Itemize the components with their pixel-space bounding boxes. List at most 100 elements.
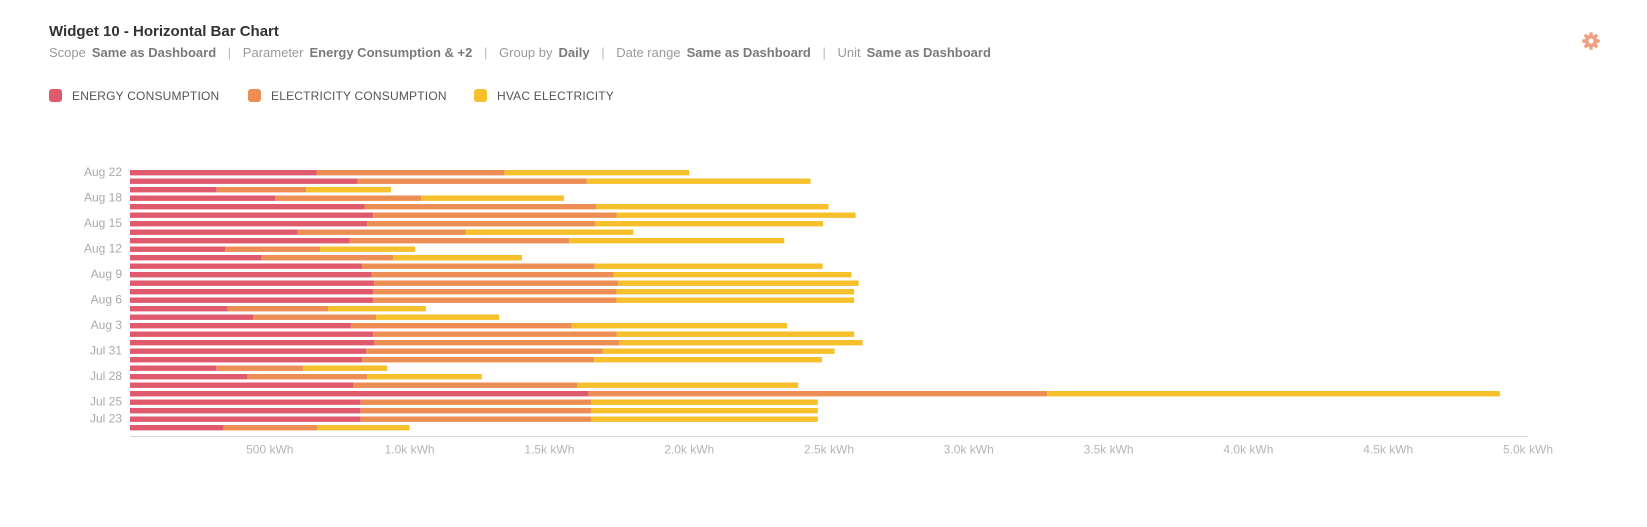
- bar-energy-consumption[interactable]: [130, 297, 374, 303]
- bar-energy-consumption[interactable]: [130, 314, 254, 320]
- unit-value: Same as Dashboard: [866, 45, 991, 60]
- bar-electricity-consumption[interactable]: [373, 297, 617, 303]
- bar-electricity-consumption[interactable]: [216, 187, 307, 193]
- bar-electricity-consumption[interactable]: [360, 399, 592, 405]
- bar-hvac-electricity[interactable]: [594, 263, 823, 269]
- bar-hvac-electricity[interactable]: [616, 289, 855, 295]
- bar-electricity-consumption[interactable]: [297, 229, 466, 235]
- bar-electricity-consumption[interactable]: [223, 425, 318, 431]
- bar-hvac-electricity[interactable]: [591, 408, 818, 414]
- bar-hvac-electricity[interactable]: [1047, 391, 1501, 397]
- bar-hvac-electricity[interactable]: [586, 178, 811, 184]
- bar-hvac-electricity[interactable]: [393, 255, 522, 261]
- bar-energy-consumption[interactable]: [130, 348, 367, 354]
- bar-electricity-consumption[interactable]: [316, 170, 505, 176]
- y-axis-tick-label: Jul 31: [90, 344, 122, 358]
- bar-hvac-electricity[interactable]: [376, 314, 500, 320]
- bar-energy-consumption[interactable]: [130, 365, 217, 371]
- bar-energy-consumption[interactable]: [130, 272, 372, 278]
- bar-energy-consumption[interactable]: [130, 289, 374, 295]
- bar-energy-consumption[interactable]: [130, 408, 361, 414]
- bar-electricity-consumption[interactable]: [366, 348, 603, 354]
- bar-energy-consumption[interactable]: [130, 357, 363, 363]
- bar-electricity-consumption[interactable]: [364, 204, 597, 210]
- bar-energy-consumption[interactable]: [130, 229, 298, 235]
- bar-electricity-consumption[interactable]: [373, 331, 617, 337]
- bar-hvac-electricity[interactable]: [504, 170, 690, 176]
- bar-hvac-electricity[interactable]: [616, 297, 855, 303]
- bar-electricity-consumption[interactable]: [353, 382, 578, 388]
- bar-energy-consumption[interactable]: [130, 238, 350, 244]
- gear-icon[interactable]: [1581, 31, 1601, 51]
- bar-electricity-consumption[interactable]: [373, 212, 617, 218]
- bar-electricity-consumption[interactable]: [261, 255, 394, 261]
- bar-electricity-consumption[interactable]: [275, 195, 422, 201]
- bar-hvac-electricity[interactable]: [619, 340, 863, 346]
- bar-hvac-electricity[interactable]: [577, 382, 799, 388]
- bar-electricity-consumption[interactable]: [588, 391, 1048, 397]
- bar-electricity-consumption[interactable]: [357, 178, 587, 184]
- legend-item-electricity[interactable]: ELECTRICITY CONSUMPTION: [248, 88, 447, 103]
- bar-electricity-consumption[interactable]: [360, 408, 592, 414]
- bar-energy-consumption[interactable]: [130, 263, 363, 269]
- bar-energy-consumption[interactable]: [130, 340, 375, 346]
- bar-energy-consumption[interactable]: [130, 331, 374, 337]
- bar-energy-consumption[interactable]: [130, 178, 358, 184]
- bar-hvac-electricity[interactable]: [327, 306, 426, 312]
- legend-item-energy[interactable]: ENERGY CONSUMPTION: [49, 88, 219, 103]
- bar-hvac-electricity[interactable]: [591, 399, 818, 405]
- bar-energy-consumption[interactable]: [130, 195, 276, 201]
- bar-hvac-electricity[interactable]: [616, 212, 856, 218]
- bar-hvac-electricity[interactable]: [421, 195, 564, 201]
- bar-hvac-electricity[interactable]: [594, 221, 824, 227]
- bar-hvac-electricity[interactable]: [613, 272, 852, 278]
- bar-electricity-consumption[interactable]: [371, 272, 614, 278]
- bar-energy-consumption[interactable]: [130, 374, 248, 380]
- bar-hvac-electricity[interactable]: [594, 357, 823, 363]
- bar-energy-consumption[interactable]: [130, 280, 375, 286]
- bar-hvac-electricity[interactable]: [465, 229, 634, 235]
- bar-electricity-consumption[interactable]: [367, 221, 595, 227]
- bar-energy-consumption[interactable]: [130, 221, 368, 227]
- bar-electricity-consumption[interactable]: [374, 280, 619, 286]
- bar-electricity-consumption[interactable]: [362, 357, 595, 363]
- bar-hvac-electricity[interactable]: [602, 348, 835, 354]
- bar-energy-consumption[interactable]: [130, 391, 589, 397]
- bar-energy-consumption[interactable]: [130, 382, 354, 388]
- bar-hvac-electricity[interactable]: [571, 323, 788, 329]
- bar-electricity-consumption[interactable]: [374, 340, 620, 346]
- bar-energy-consumption[interactable]: [130, 323, 351, 329]
- bar-hvac-electricity[interactable]: [591, 416, 818, 422]
- bar-electricity-consumption[interactable]: [360, 416, 592, 422]
- bar-hvac-electricity[interactable]: [618, 280, 859, 286]
- bar-electricity-consumption[interactable]: [247, 374, 368, 380]
- bar-electricity-consumption[interactable]: [350, 323, 572, 329]
- bar-electricity-consumption[interactable]: [227, 306, 328, 312]
- bar-energy-consumption[interactable]: [130, 306, 228, 312]
- bar-hvac-electricity[interactable]: [616, 331, 855, 337]
- bar-energy-consumption[interactable]: [130, 246, 226, 252]
- bar-hvac-electricity[interactable]: [303, 365, 388, 371]
- bar-energy-consumption[interactable]: [130, 399, 361, 405]
- legend-item-hvac[interactable]: HVAC ELECTRICITY: [474, 88, 614, 103]
- bar-electricity-consumption[interactable]: [373, 289, 617, 295]
- bar-electricity-consumption[interactable]: [362, 263, 595, 269]
- bar-energy-consumption[interactable]: [130, 212, 374, 218]
- x-axis-tick-label: 2.5k kWh: [804, 443, 854, 457]
- bar-hvac-electricity[interactable]: [317, 425, 410, 431]
- bar-energy-consumption[interactable]: [130, 204, 365, 210]
- bar-electricity-consumption[interactable]: [225, 246, 321, 252]
- bar-electricity-consumption[interactable]: [349, 238, 569, 244]
- bar-energy-consumption[interactable]: [130, 170, 317, 176]
- bar-energy-consumption[interactable]: [130, 187, 217, 193]
- bar-hvac-electricity[interactable]: [320, 246, 416, 252]
- bar-electricity-consumption[interactable]: [216, 365, 304, 371]
- bar-hvac-electricity[interactable]: [568, 238, 785, 244]
- bar-hvac-electricity[interactable]: [596, 204, 829, 210]
- bar-energy-consumption[interactable]: [130, 255, 262, 261]
- bar-hvac-electricity[interactable]: [306, 187, 391, 193]
- bar-hvac-electricity[interactable]: [367, 374, 482, 380]
- bar-electricity-consumption[interactable]: [253, 314, 377, 320]
- bar-energy-consumption[interactable]: [130, 416, 361, 422]
- bar-energy-consumption[interactable]: [130, 425, 224, 431]
